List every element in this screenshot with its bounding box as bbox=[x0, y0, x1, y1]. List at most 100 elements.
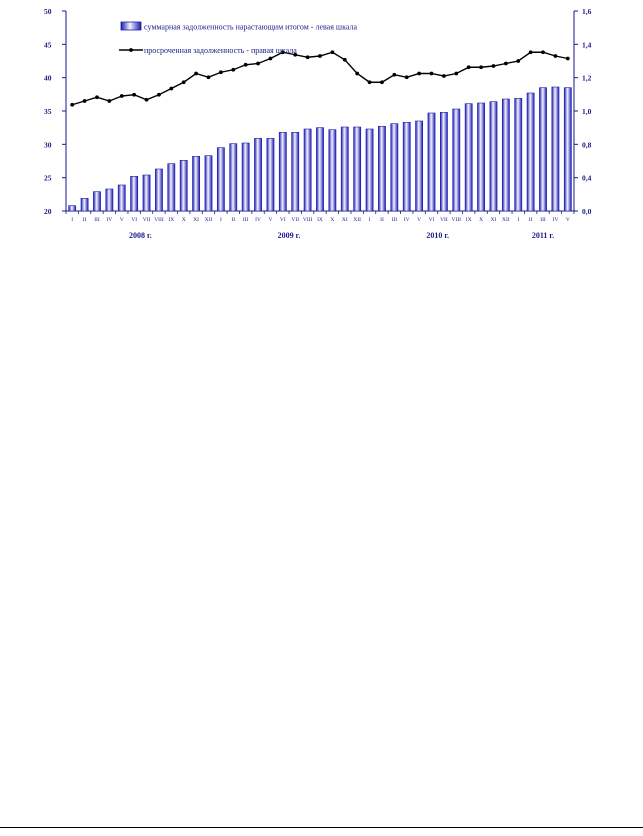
y-right-tick-label: 1,4 bbox=[582, 40, 592, 49]
line-point bbox=[392, 72, 397, 77]
bar bbox=[80, 198, 89, 212]
x-tick-label: III bbox=[392, 217, 398, 223]
line-point bbox=[503, 61, 508, 66]
bar bbox=[415, 120, 424, 212]
bar bbox=[477, 102, 485, 212]
line-point bbox=[565, 56, 570, 61]
x-tick-label: IX bbox=[466, 217, 472, 223]
x-tick-label: XII bbox=[502, 217, 510, 223]
line-point bbox=[107, 99, 112, 103]
y-left-tick-label: 40 bbox=[44, 74, 52, 83]
x-tick-label: VII bbox=[440, 217, 448, 223]
line-point bbox=[194, 71, 198, 76]
bar bbox=[68, 205, 77, 212]
x-tick-label: IX bbox=[168, 217, 174, 223]
bar bbox=[142, 174, 151, 212]
x-tick-label: V bbox=[120, 217, 124, 223]
x-tick-label: I bbox=[517, 217, 519, 223]
line-point bbox=[491, 64, 496, 68]
bar bbox=[539, 87, 547, 212]
x-tick-label: III bbox=[243, 217, 249, 223]
x-tick-label: VIII bbox=[303, 217, 313, 223]
bar bbox=[514, 98, 523, 212]
year-label: 2010 г. bbox=[426, 231, 449, 240]
bar bbox=[328, 129, 337, 212]
legend-bar-swatch bbox=[120, 21, 142, 31]
bar bbox=[229, 143, 238, 212]
bar bbox=[105, 188, 114, 212]
y-left-tick-label: 45 bbox=[44, 40, 52, 49]
bar bbox=[340, 126, 349, 212]
y-right-tick-label: 0,4 bbox=[582, 174, 592, 183]
x-tick-label: XI bbox=[342, 217, 348, 223]
x-tick-label: IV bbox=[553, 217, 559, 223]
bar bbox=[551, 86, 560, 212]
x-tick-label: VI bbox=[429, 217, 435, 223]
line-point bbox=[528, 50, 533, 55]
bar bbox=[440, 112, 448, 212]
y-right-tick-label: 1,2 bbox=[582, 74, 592, 83]
y-left-tick-label: 20 bbox=[44, 207, 52, 216]
bar bbox=[241, 142, 250, 212]
bar bbox=[501, 98, 510, 212]
legend-line-label: просроченная задолженность - правая шкал… bbox=[144, 46, 297, 55]
x-tick-label: II bbox=[529, 217, 533, 223]
y-left-tick-label: 25 bbox=[44, 174, 52, 183]
bar-series bbox=[68, 86, 572, 212]
line-point bbox=[342, 57, 347, 62]
y-right-tick-label: 1,0 bbox=[582, 107, 592, 116]
bar bbox=[216, 147, 225, 212]
y-right-tick-label: 0,8 bbox=[582, 140, 592, 149]
line-point bbox=[293, 52, 298, 57]
line-point bbox=[243, 62, 248, 67]
x-tick-label: X bbox=[330, 217, 334, 223]
bar bbox=[117, 184, 126, 212]
line-point bbox=[119, 94, 124, 98]
x-tick-label: I bbox=[71, 217, 73, 223]
chart-container: 20 25 30 35 40 45 50 0,0 0,4 0,8 1,0 1,2 1,4 1,6 I II II… bbox=[0, 0, 643, 250]
line-point bbox=[417, 71, 422, 76]
bar bbox=[402, 122, 411, 212]
bar bbox=[365, 128, 374, 212]
bar bbox=[192, 156, 200, 212]
line-point bbox=[70, 102, 75, 107]
x-tick-label: VII bbox=[143, 217, 151, 223]
line-point bbox=[206, 75, 211, 80]
legend-line-marker bbox=[129, 48, 133, 52]
x-tick-label: II bbox=[231, 217, 235, 223]
y-right-tick-label: 0,0 bbox=[582, 207, 592, 216]
legend-bar-label: суммарная задолженность нарастающим итог… bbox=[144, 23, 357, 32]
line-point bbox=[318, 54, 322, 58]
year-label: 2008 г. bbox=[129, 231, 152, 240]
x-tick-label: II bbox=[380, 217, 384, 223]
x-tick-label: III bbox=[94, 217, 100, 223]
x-tick-label: VI bbox=[131, 217, 137, 223]
bar bbox=[353, 126, 362, 212]
line-point bbox=[355, 71, 360, 76]
bar bbox=[489, 101, 498, 212]
x-tick-label: II bbox=[83, 217, 87, 223]
x-tick-label: I bbox=[369, 217, 371, 223]
x-tick-label: XI bbox=[193, 217, 199, 223]
bar bbox=[254, 138, 262, 212]
y-left-tick-label: 35 bbox=[44, 107, 52, 116]
line-point bbox=[280, 50, 285, 55]
bar bbox=[93, 191, 101, 212]
year-label: 2009 г. bbox=[278, 231, 301, 240]
year-label: 2011 г. bbox=[532, 231, 554, 240]
bar bbox=[563, 87, 572, 212]
overdue-line bbox=[71, 51, 568, 106]
bar bbox=[278, 132, 287, 212]
line-point bbox=[169, 86, 174, 91]
x-tick-label: IV bbox=[106, 217, 112, 223]
y-left-tick-label: 30 bbox=[44, 140, 52, 149]
x-tick-label: XII bbox=[205, 217, 213, 223]
page-footer-rule bbox=[0, 827, 643, 828]
line-point bbox=[268, 56, 273, 61]
line-point bbox=[256, 61, 260, 66]
line-point bbox=[541, 50, 545, 55]
line-point bbox=[330, 50, 335, 55]
x-tick-label: IV bbox=[404, 217, 410, 223]
x-tick-label: X bbox=[479, 217, 483, 223]
x-tick-label: VII bbox=[291, 217, 299, 223]
